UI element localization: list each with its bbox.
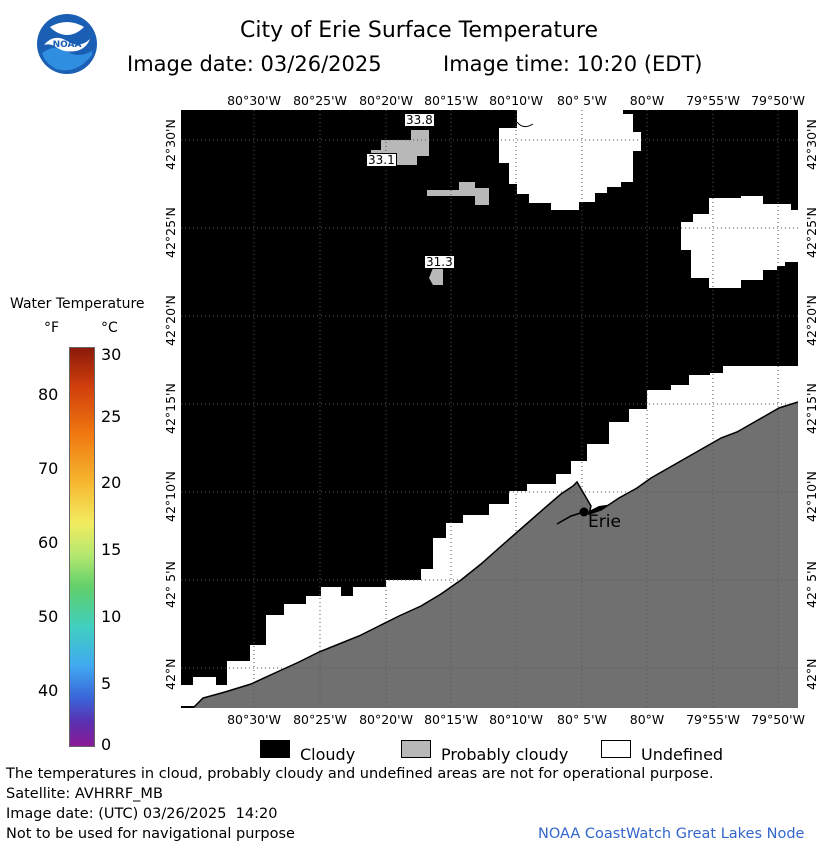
lon-label: 80°25'W [293,712,347,727]
c-tick: 15 [101,540,122,559]
image-date-utc: Image date: (UTC) 03/26/2025 14:20 [6,806,278,822]
f-tick: 60 [38,533,59,552]
lon-label: 80°15'W [424,712,478,727]
lon-label: 79°50'W [751,93,805,108]
lon-label: 80°W [629,712,665,727]
city-label: Erie [588,512,621,532]
lat-label: 42°25'N [163,207,178,258]
disclaimer-operational: The temperatures in cloud, probably clou… [6,766,714,782]
c-tick: 25 [101,407,122,426]
unit-fahrenheit: °F [44,320,60,336]
lat-label: 42°25'N [804,207,819,258]
lat-label: 42°15'N [163,383,178,434]
legend-swatch-undefined [601,740,631,758]
lon-label: 80°30'W [227,712,281,727]
map-title: City of Erie Surface Temperature [239,18,599,43]
image-time: Image time: 10:20 (EDT) [443,52,703,76]
lon-label: 80°30'W [227,93,281,108]
credit-link[interactable]: NOAA CoastWatch Great Lakes Node [538,826,805,842]
lon-label: 80°10'W [489,93,543,108]
lon-label: 80° 5'W [557,712,607,727]
temp-reading: 33.1 [366,153,397,167]
c-tick: 0 [101,735,112,754]
probably-cloudy-patch [429,268,443,285]
legend-label-probably-cloudy: Probably cloudy [441,745,569,764]
c-tick: 30 [101,345,122,364]
lon-label: 79°50'W [751,712,805,727]
lat-label: 42°10'N [163,471,178,522]
legend-swatch-probably-cloudy [401,740,431,758]
lon-label: 80°10'W [489,712,543,727]
noaa-logo: NOAA [36,13,98,75]
lat-label: 42°N [804,658,819,690]
legend-swatch-cloudy [260,740,290,758]
lat-label: 42°10'N [804,471,819,522]
undefined-shore-band [181,366,798,706]
unit-celsius: °C [101,320,118,336]
f-tick: 70 [38,459,59,478]
lat-label: 42°N [163,658,178,690]
temp-reading: 31.3 [424,255,455,269]
lon-label: 80° 5'W [557,93,607,108]
f-tick: 80 [38,385,59,404]
lon-label: 79°55'W [686,712,740,727]
undefined-area-east [681,196,798,288]
f-tick: 40 [38,681,59,700]
graticule [181,110,798,708]
legend-label-undefined: Undefined [641,745,724,764]
c-tick: 10 [101,607,122,626]
probably-cloudy-patch [427,182,489,205]
lat-label: 42°20'N [163,295,178,346]
lon-label: 80°20'W [359,712,413,727]
lat-label: 42°15'N [804,383,819,434]
map-panel: 33.8 33.1 31.3 Erie [181,110,798,708]
f-tick: 50 [38,607,59,626]
lat-label: 42°30'N [163,119,178,170]
lon-label: 80°25'W [293,93,347,108]
lat-label: 42°30'N [804,119,819,170]
lon-label: 80°W [629,93,665,108]
satellite-info: Satellite: AVHRRF_MB [6,786,163,802]
lon-label: 79°55'W [686,93,740,108]
presque-isle [557,512,581,528]
lat-label: 42°20'N [804,295,819,346]
temp-reading: 33.8 [404,113,435,127]
land-area [181,402,798,708]
lat-label: 42° 5'N [163,561,178,608]
c-tick: 5 [101,674,112,693]
colorbar-title: Water Temperature [10,296,145,312]
lat-label: 42° 5'N [804,561,819,608]
undefined-area-north [499,110,641,210]
svg-text:NOAA: NOAA [53,40,82,50]
lon-label: 80°15'W [424,93,478,108]
c-tick: 20 [101,473,122,492]
colorbar-gradient [69,347,95,747]
legend-label-cloudy: Cloudy [300,745,356,764]
disclaimer-navigation: Not to be used for navigational purpose [6,826,295,842]
shoreline [192,401,798,708]
lon-label: 80°20'W [359,93,413,108]
image-date: Image date: 03/26/2025 [127,52,382,76]
